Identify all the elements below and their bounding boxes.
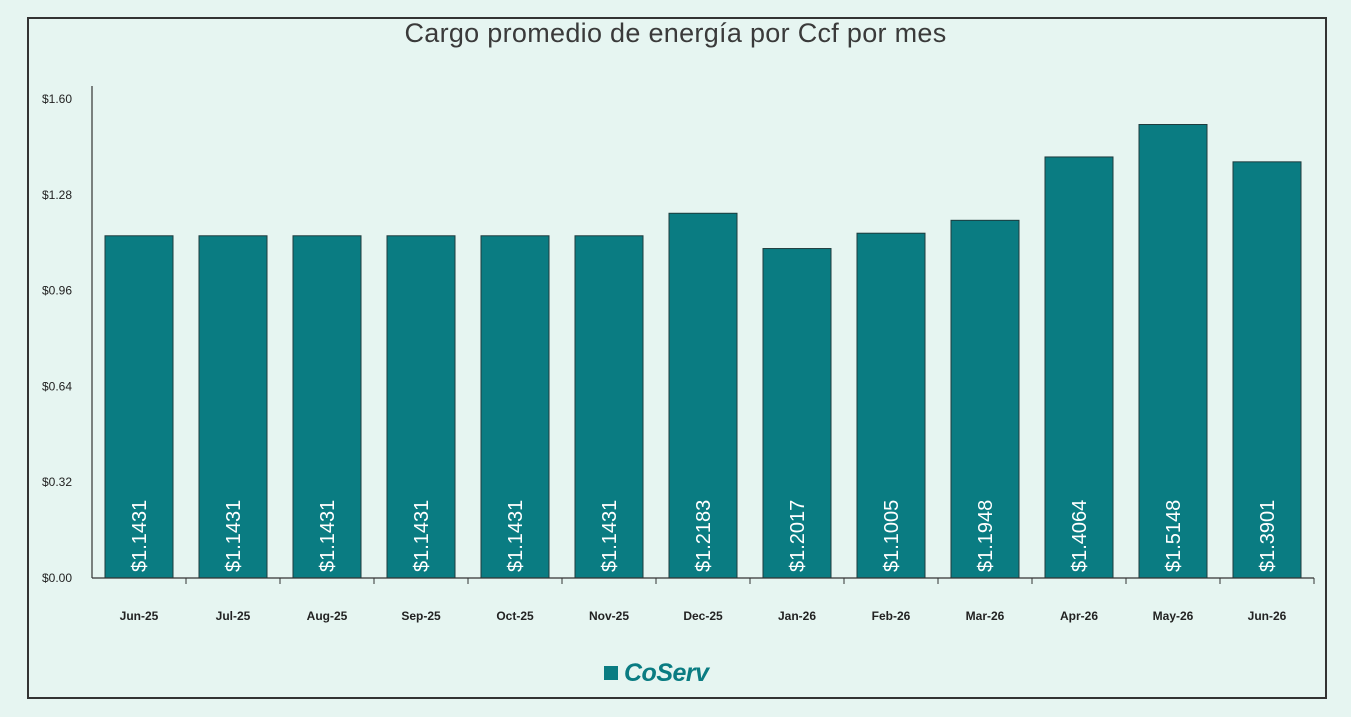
bar-value-label: $1.1431 <box>223 500 245 572</box>
y-tick-label: $0.00 <box>42 571 72 585</box>
x-tick-label: Jan-26 <box>778 609 816 623</box>
y-tick-label: $0.96 <box>42 284 72 298</box>
bar-value-label: $1.3901 <box>1257 500 1279 572</box>
x-tick-label: Jun-25 <box>120 609 159 623</box>
bar <box>1044 156 1114 579</box>
coserv-logo: CoServ <box>604 658 709 687</box>
x-tick-label: Feb-26 <box>872 609 911 623</box>
bar <box>198 235 268 579</box>
bar-value-label: $1.1431 <box>599 500 621 572</box>
x-tick-label: May-26 <box>1153 609 1194 623</box>
bar <box>574 235 644 579</box>
x-tick-label: Aug-25 <box>307 609 348 623</box>
bar <box>1138 124 1208 579</box>
x-tick-label: Apr-26 <box>1060 609 1098 623</box>
logo-square-icon <box>604 666 618 680</box>
bar <box>950 219 1020 579</box>
bar-value-label: $1.2183 <box>693 500 715 572</box>
x-tick-label: Jul-25 <box>216 609 251 623</box>
y-tick-label: $1.60 <box>42 92 72 106</box>
x-tick-label: Oct-25 <box>496 609 534 623</box>
x-tick-label: Dec-25 <box>683 609 723 623</box>
bar <box>762 248 832 579</box>
bar-value-label: $1.1431 <box>505 500 527 572</box>
bar <box>480 235 550 579</box>
bar <box>386 235 456 579</box>
y-tick-label: $1.28 <box>42 188 72 202</box>
x-tick-label: Sep-25 <box>401 609 441 623</box>
y-tick-label: $0.64 <box>42 379 72 393</box>
x-tick-label: Mar-26 <box>966 609 1005 623</box>
bar-value-label: $1.2017 <box>787 500 809 572</box>
logo-text: CoServ <box>624 658 709 687</box>
bar <box>292 235 362 579</box>
bar-value-label: $1.1948 <box>975 500 997 572</box>
bar <box>856 232 926 579</box>
chart-title: Cargo promedio de energía por Ccf por me… <box>404 18 947 48</box>
bar <box>1232 161 1302 579</box>
bar-value-label: $1.1431 <box>129 500 151 572</box>
bar-value-label: $1.1431 <box>411 500 433 572</box>
bar-value-label: $1.5148 <box>1163 500 1185 572</box>
bar-value-label: $1.1431 <box>317 500 339 572</box>
x-tick-label: Jun-26 <box>1248 609 1287 623</box>
bar-value-label: $1.4064 <box>1069 500 1091 572</box>
bar-value-label: $1.1005 <box>881 500 903 572</box>
bar <box>668 212 738 579</box>
y-tick-label: $0.32 <box>42 475 72 489</box>
x-tick-label: Nov-25 <box>589 609 629 623</box>
